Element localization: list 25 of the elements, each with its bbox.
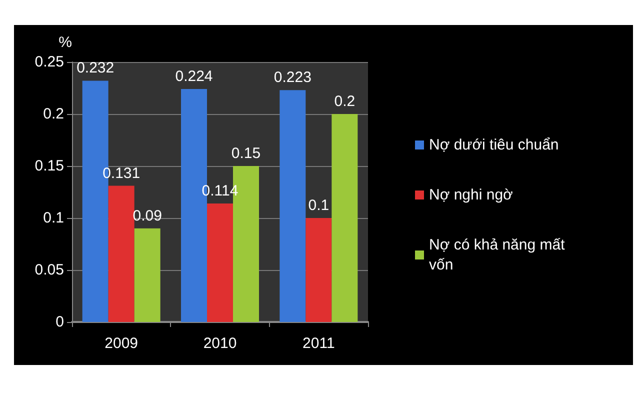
bar <box>134 228 160 322</box>
bar <box>332 114 358 322</box>
y-tick-label: 0.1 <box>43 210 64 226</box>
bar <box>207 203 233 322</box>
y-tick-label: 0.15 <box>34 158 64 174</box>
legend-label: Nợ có khả năng mất vốn <box>429 236 569 274</box>
y-tick-label: 0 <box>56 314 64 330</box>
y-tick-label: 0.2 <box>43 106 64 122</box>
legend-label: Nợ nghi ngờ <box>429 186 514 204</box>
bar <box>108 186 134 322</box>
y-axis-title: % <box>58 34 72 51</box>
data-label: 0.232 <box>76 60 114 77</box>
data-label: 0.224 <box>175 68 213 86</box>
legend-label: Nợ dưới tiêu chuẩn <box>429 136 559 154</box>
data-label: 0.1 <box>308 197 330 214</box>
y-tick-label: 0.25 <box>34 54 64 70</box>
x-tick-label: 2011 <box>302 335 335 352</box>
data-label: 0.15 <box>231 145 261 162</box>
bar <box>280 90 306 322</box>
y-tick-label: 0.05 <box>34 262 64 278</box>
x-tick-label: 2009 <box>104 335 138 352</box>
data-label: 0.223 <box>274 69 312 86</box>
x-tick-label: 2010 <box>203 335 237 352</box>
bar <box>306 218 332 322</box>
data-label: 0.2 <box>334 93 356 110</box>
